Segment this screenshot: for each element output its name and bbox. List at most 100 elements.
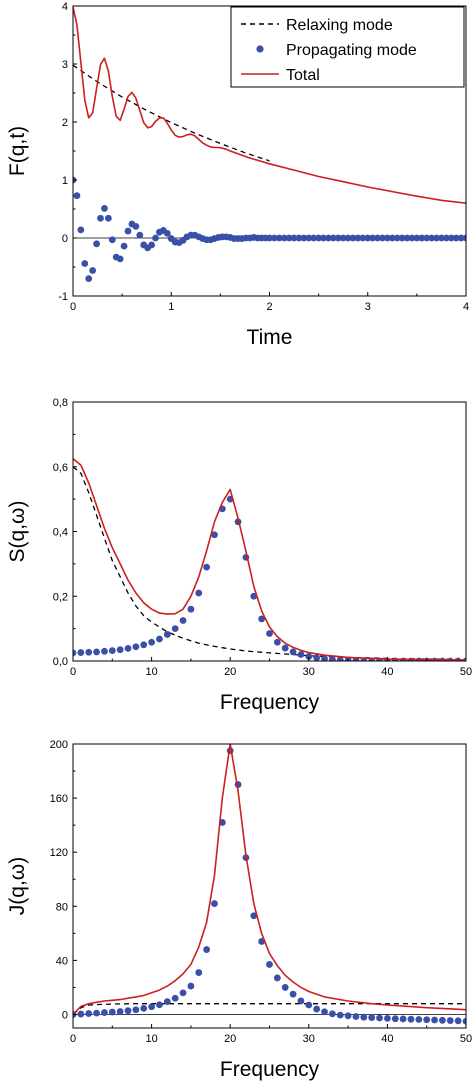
data-point	[315, 234, 323, 242]
data-point	[85, 275, 93, 282]
tick-group: 0 10 20 30 40 50 0 40 80 120 160 200	[50, 739, 472, 1045]
x-tick-label: 3	[365, 301, 371, 313]
data-point	[116, 646, 124, 654]
data-point	[211, 531, 218, 539]
data-point	[423, 234, 431, 242]
x-tick-label: 0	[70, 666, 76, 678]
data-point	[359, 234, 367, 242]
data-point	[187, 605, 195, 613]
data-point	[163, 631, 171, 638]
data-point	[73, 192, 81, 200]
data-point	[325, 234, 332, 242]
x-tick-label: 20	[224, 666, 236, 678]
legend-entry-total: Total	[286, 67, 320, 84]
data-point	[388, 234, 396, 242]
data-point	[195, 589, 203, 597]
y-tick-label: 160	[50, 793, 68, 805]
plot-area	[73, 458, 466, 661]
data-point	[81, 260, 89, 267]
data-point	[384, 1014, 391, 1022]
data-point	[290, 234, 298, 242]
legend-entry-propagating: Propagating mode	[286, 42, 417, 59]
data-point	[328, 1010, 336, 1018]
data-point	[108, 236, 116, 244]
data-point	[391, 1015, 399, 1023]
data-point	[336, 656, 344, 661]
data-point	[398, 234, 406, 242]
data-point	[140, 641, 148, 649]
data-point	[136, 231, 144, 239]
data-point	[354, 234, 362, 242]
data-point	[433, 234, 440, 242]
series-total-line	[73, 7, 466, 204]
data-point	[156, 1001, 163, 1009]
data-point	[344, 1012, 352, 1020]
x-tick-label: 30	[303, 1033, 315, 1045]
data-point	[297, 651, 305, 658]
x-tick-label: 0	[70, 1033, 76, 1045]
data-point	[132, 1006, 140, 1014]
data-point	[454, 1017, 462, 1025]
x-tick-label: 30	[303, 666, 315, 678]
tick-group: 0 10 20 30 40 50 0,0 0,2 0,4 0,6 0,8	[53, 397, 472, 678]
data-point	[352, 1013, 360, 1020]
data-point	[258, 615, 266, 623]
data-point	[163, 998, 171, 1006]
data-point	[101, 1009, 108, 1016]
y-tick-label: 200	[50, 739, 68, 751]
data-point	[438, 234, 445, 242]
plot-area	[73, 744, 466, 1025]
series-total-line	[73, 744, 466, 1016]
plot-area	[73, 7, 466, 282]
data-point	[120, 242, 128, 250]
data-point	[163, 229, 171, 237]
data-point	[281, 644, 289, 652]
data-point	[250, 592, 258, 600]
data-point	[93, 1009, 100, 1017]
data-point	[273, 638, 281, 646]
legend-swatch-propagating	[256, 45, 264, 53]
data-point	[452, 234, 460, 242]
data-point	[124, 644, 132, 652]
data-point	[250, 912, 258, 920]
series-relaxing-mode-line	[73, 64, 270, 162]
data-point	[266, 630, 273, 637]
data-point	[379, 234, 386, 242]
data-point	[285, 234, 293, 242]
y-tick-label: 0,0	[53, 656, 68, 668]
data-point	[360, 1013, 368, 1021]
data-point	[116, 1008, 124, 1015]
data-point	[73, 649, 77, 657]
data-point	[447, 234, 455, 242]
data-point	[321, 1008, 328, 1016]
data-point	[439, 1016, 446, 1024]
data-point	[195, 969, 203, 976]
x-tick-label: 40	[381, 666, 393, 678]
data-point	[211, 900, 218, 907]
data-point	[93, 648, 100, 656]
data-point	[384, 234, 391, 242]
data-point	[179, 989, 187, 997]
data-point	[281, 984, 289, 991]
series-relaxing-mode-line	[73, 1003, 466, 1015]
data-point	[140, 1004, 148, 1012]
panel-current-correlation: 0 10 20 30 40 50 0 40 80 120 160 200 Frequency J(q,…	[6, 739, 472, 1081]
y-tick-label: 0,6	[53, 462, 68, 474]
data-point	[156, 635, 163, 643]
y-tick-label: 40	[56, 955, 68, 967]
data-point	[85, 648, 93, 656]
y-tick-label: 0	[62, 233, 68, 245]
x-tick-label: 40	[381, 1033, 393, 1045]
x-tick-label: 4	[463, 301, 469, 313]
data-point	[310, 234, 318, 242]
data-point	[320, 234, 327, 242]
plot-frame	[72, 743, 467, 1029]
data-point	[152, 234, 159, 242]
data-point	[428, 234, 436, 242]
data-point	[148, 241, 156, 249]
data-point	[423, 1016, 431, 1024]
y-axis-title: S(q,ω)	[6, 501, 29, 563]
x-tick-label: 0	[70, 301, 76, 313]
y-axis-title: J(q,ω)	[6, 857, 29, 915]
